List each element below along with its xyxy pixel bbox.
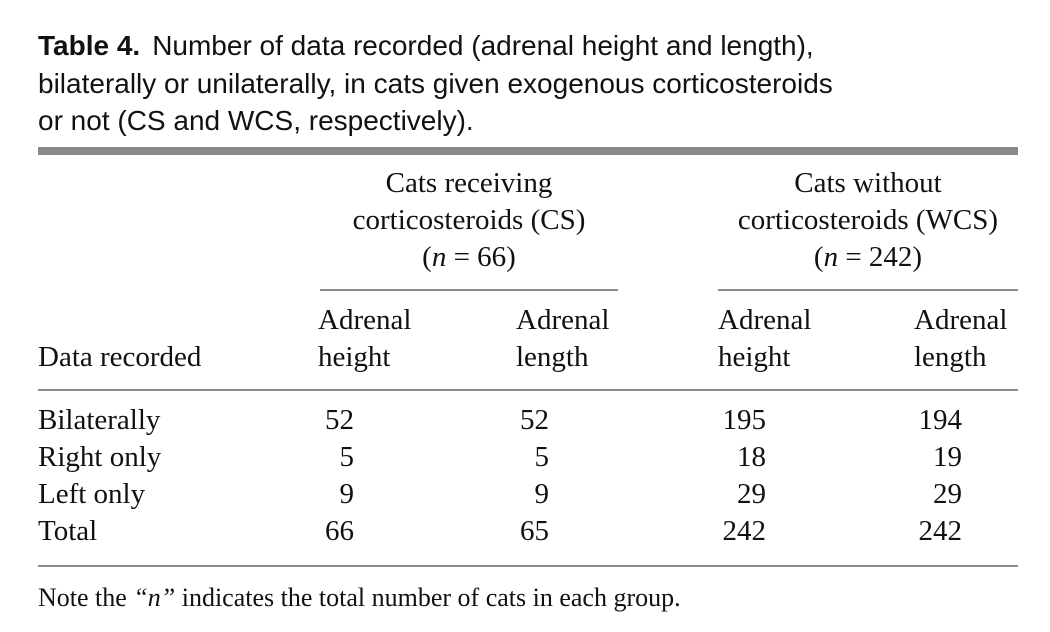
group-count: (n = 242)	[668, 239, 1050, 276]
cell-value: 52	[520, 404, 549, 436]
caption-line: or not (CS and WCS, respectively).	[38, 105, 474, 136]
group-count: (n = 66)	[269, 239, 669, 276]
top-rule	[38, 147, 1018, 155]
cell-value: 65	[520, 515, 549, 547]
group-header: corticosteroids (WCS)	[737, 204, 999, 236]
group-rule	[718, 289, 1018, 291]
group-rule	[320, 289, 618, 291]
cell-value: 242	[918, 515, 963, 547]
cell-value: 194	[918, 404, 963, 436]
cell-value: 5	[534, 441, 550, 473]
caption-text: Number of data recorded (adrenal height …	[152, 30, 814, 61]
count-part: = 242)	[838, 241, 923, 273]
row-label: Right only	[38, 441, 162, 473]
group-header: Cats receiving	[385, 167, 553, 199]
header-rule	[38, 389, 1018, 391]
caption-label: Table 4.	[38, 30, 141, 61]
cell-value: 5	[339, 441, 355, 473]
bottom-rule	[38, 565, 1018, 567]
caption-line: Table 4. Number of data recorded (adrenal…	[38, 27, 814, 64]
cell-value: 9	[534, 478, 550, 510]
cell-value: 242	[722, 515, 767, 547]
row-label: Total	[38, 515, 98, 547]
cell-value: 195	[722, 404, 767, 436]
column-header: Adrenal height	[718, 304, 812, 373]
cell-value: 9	[339, 478, 355, 510]
count-part: n	[431, 241, 447, 273]
count-part: n	[823, 241, 839, 273]
column-header: Adrenal height	[318, 304, 412, 373]
note-part: Note the	[38, 583, 134, 612]
cell-value: 19	[933, 441, 962, 473]
count-part: (	[422, 241, 432, 273]
group-header: corticosteroids (CS)	[352, 204, 586, 236]
caption-line: bilaterally or unilaterally, in cats giv…	[38, 67, 833, 99]
cell-value: 29	[737, 478, 766, 510]
row-label: Left only	[38, 478, 146, 510]
cell-value: 18	[737, 441, 766, 473]
note-part: indicates the total number of cats in ea…	[175, 583, 681, 612]
group-header: Cats without	[794, 167, 942, 199]
column-header: Adrenal length	[914, 304, 1008, 373]
row-header: Data recorded	[38, 341, 202, 373]
cell-value: 52	[325, 404, 354, 436]
table-note: Note the “n” indicates the total number …	[38, 579, 681, 616]
note-part: “n”	[133, 583, 176, 612]
column-header: Adrenal length	[516, 304, 610, 373]
count-part: = 66)	[446, 241, 516, 273]
cell-value: 29	[933, 478, 962, 510]
cell-value: 66	[325, 515, 354, 547]
count-part: (	[813, 241, 824, 273]
row-label: Bilaterally	[38, 404, 161, 436]
